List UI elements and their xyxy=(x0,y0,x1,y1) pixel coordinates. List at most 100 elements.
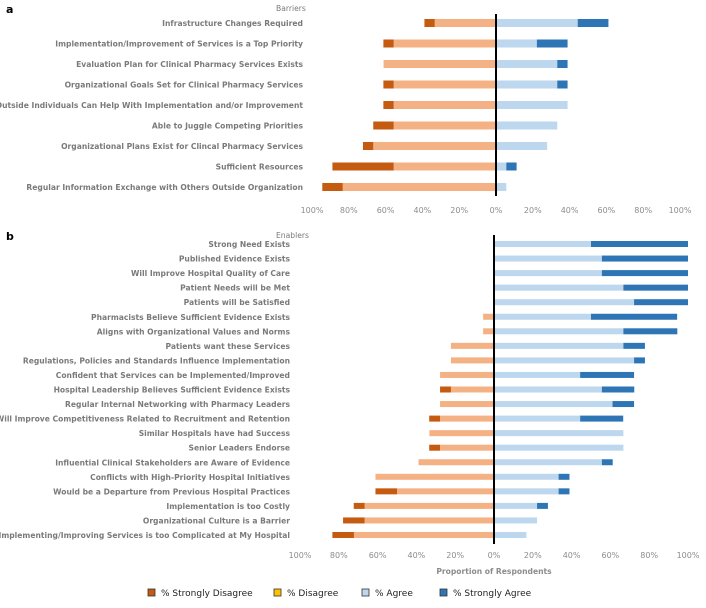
bar-strongly-agree xyxy=(591,241,688,247)
bar-strongly-disagree xyxy=(383,39,394,48)
bar-strongly-agree xyxy=(601,255,688,262)
bar-strongly-disagree xyxy=(383,80,394,89)
panel-label-b: b xyxy=(6,230,14,243)
bar-strongly-agree xyxy=(634,357,645,364)
x-tick-label: 100% xyxy=(669,206,692,215)
bar-disagree xyxy=(450,386,494,393)
category-label: Implementation is too Costly xyxy=(166,502,290,511)
bar-disagree xyxy=(393,121,496,130)
bar-agree xyxy=(494,415,581,422)
x-tick-label: 40% xyxy=(563,551,581,560)
bar-disagree xyxy=(393,101,496,109)
bar-agree xyxy=(494,342,624,349)
bar-disagree xyxy=(364,502,494,509)
barriers-panel: Infrastructure Changes Required Implement… xyxy=(0,14,692,215)
bar-disagree xyxy=(397,488,494,495)
bar-agree xyxy=(494,386,602,393)
bar-agree xyxy=(496,121,558,130)
bar-strongly-agree xyxy=(623,342,645,349)
bar-disagree xyxy=(440,401,494,408)
x-tick-label: 60% xyxy=(377,206,395,215)
bar-agree xyxy=(494,284,624,291)
x-tick-label: 20% xyxy=(446,551,464,560)
bar-agree xyxy=(494,371,581,378)
bar-strongly-disagree xyxy=(375,488,397,495)
bar-agree xyxy=(496,19,578,27)
x-tick-label: 80% xyxy=(634,206,652,215)
bar-strongly-agree xyxy=(558,488,570,495)
category-label: Would be a Departure from Previous Hospi… xyxy=(53,487,290,496)
bar-agree xyxy=(494,430,624,437)
category-label: Senior Leaders Endorse xyxy=(188,444,290,453)
bar-strongly-agree xyxy=(557,80,568,89)
x-tick-label: 60% xyxy=(602,551,620,560)
category-label: Able to Juggle Competing Priorities xyxy=(152,122,304,131)
bar-disagree xyxy=(393,162,496,171)
bar-agree xyxy=(494,401,613,408)
enablers-panel: Strong Need Exists Published Evidence Exi… xyxy=(0,235,700,560)
legend-swatch-disagree xyxy=(273,588,282,597)
bar-agree xyxy=(494,517,538,524)
bar-agree xyxy=(494,270,602,277)
bar-disagree xyxy=(393,39,496,48)
bar-strongly-agree xyxy=(591,313,678,320)
bar-disagree xyxy=(483,328,494,335)
bar-disagree xyxy=(383,60,496,68)
bar-agree xyxy=(494,241,591,247)
bar-strongly-disagree xyxy=(440,386,451,393)
category-label: Published Evidence Exists xyxy=(179,255,291,264)
category-label: Strong Need Exists xyxy=(208,240,290,249)
bar-disagree xyxy=(373,142,496,150)
x-axis-title: Proportion of Respondents xyxy=(436,567,552,576)
bar-agree xyxy=(494,255,602,262)
x-tick-label: 60% xyxy=(369,551,387,560)
category-label: Similar Hospitals have had Success xyxy=(139,429,291,438)
legend: % Strongly Disagree % Disagree % Agree % St… xyxy=(147,588,532,599)
bar-strongly-agree xyxy=(536,39,568,48)
bar-disagree xyxy=(429,430,494,437)
x-tick-label: 20% xyxy=(524,551,542,560)
bar-disagree xyxy=(434,19,496,27)
bar-agree xyxy=(494,473,559,480)
bar-agree xyxy=(494,357,635,364)
x-tick-label: 20% xyxy=(524,206,542,215)
bar-strongly-agree xyxy=(612,401,635,408)
category-label: Organizational Culture is a Barrier xyxy=(143,516,290,525)
x-tick-label: 0% xyxy=(488,551,501,560)
legend-label-strongly-disagree: % Strongly Disagree xyxy=(161,589,253,599)
x-tick-label: 100% xyxy=(677,551,700,560)
bar-strongly-disagree xyxy=(424,19,435,27)
bar-strongly-agree xyxy=(558,473,570,480)
bar-disagree xyxy=(418,459,494,466)
bar-disagree xyxy=(353,532,494,538)
bar-strongly-agree xyxy=(580,415,624,422)
x-tick-label: 100% xyxy=(289,551,312,560)
bar-strongly-agree xyxy=(537,502,548,509)
bar-strongly-agree xyxy=(623,284,688,291)
x-tick-label: 40% xyxy=(561,206,579,215)
bar-agree xyxy=(496,39,537,48)
bar-agree xyxy=(496,80,558,89)
bar-disagree xyxy=(440,415,494,422)
bar-agree xyxy=(496,101,568,109)
legend-label-agree: % Agree xyxy=(375,589,413,599)
x-tick-label: 20% xyxy=(450,206,468,215)
category-label: Organizational Plans Exist for Clincal P… xyxy=(61,142,303,151)
bar-agree xyxy=(494,502,538,509)
bar-strongly-agree xyxy=(634,299,688,306)
bar-disagree xyxy=(364,517,494,524)
bar-agree xyxy=(494,532,527,538)
bar-disagree xyxy=(450,342,494,349)
category-label: Aligns with Organizational Values and No… xyxy=(97,327,291,336)
legend-swatch-agree xyxy=(361,588,370,597)
panel-title-barriers: Barriers xyxy=(276,4,306,13)
legend-label-disagree: % Disagree xyxy=(287,589,339,599)
legend-label-strongly-agree: % Strongly Agree xyxy=(453,589,532,599)
category-label: Will Improve Competitiveness Related to … xyxy=(0,415,290,424)
category-label: Will Improve Hospital Quality of Care xyxy=(131,269,290,278)
x-tick-label: 40% xyxy=(414,206,432,215)
bar-agree xyxy=(496,183,507,191)
bar-disagree xyxy=(393,80,496,89)
x-tick-label: 100% xyxy=(301,206,324,215)
